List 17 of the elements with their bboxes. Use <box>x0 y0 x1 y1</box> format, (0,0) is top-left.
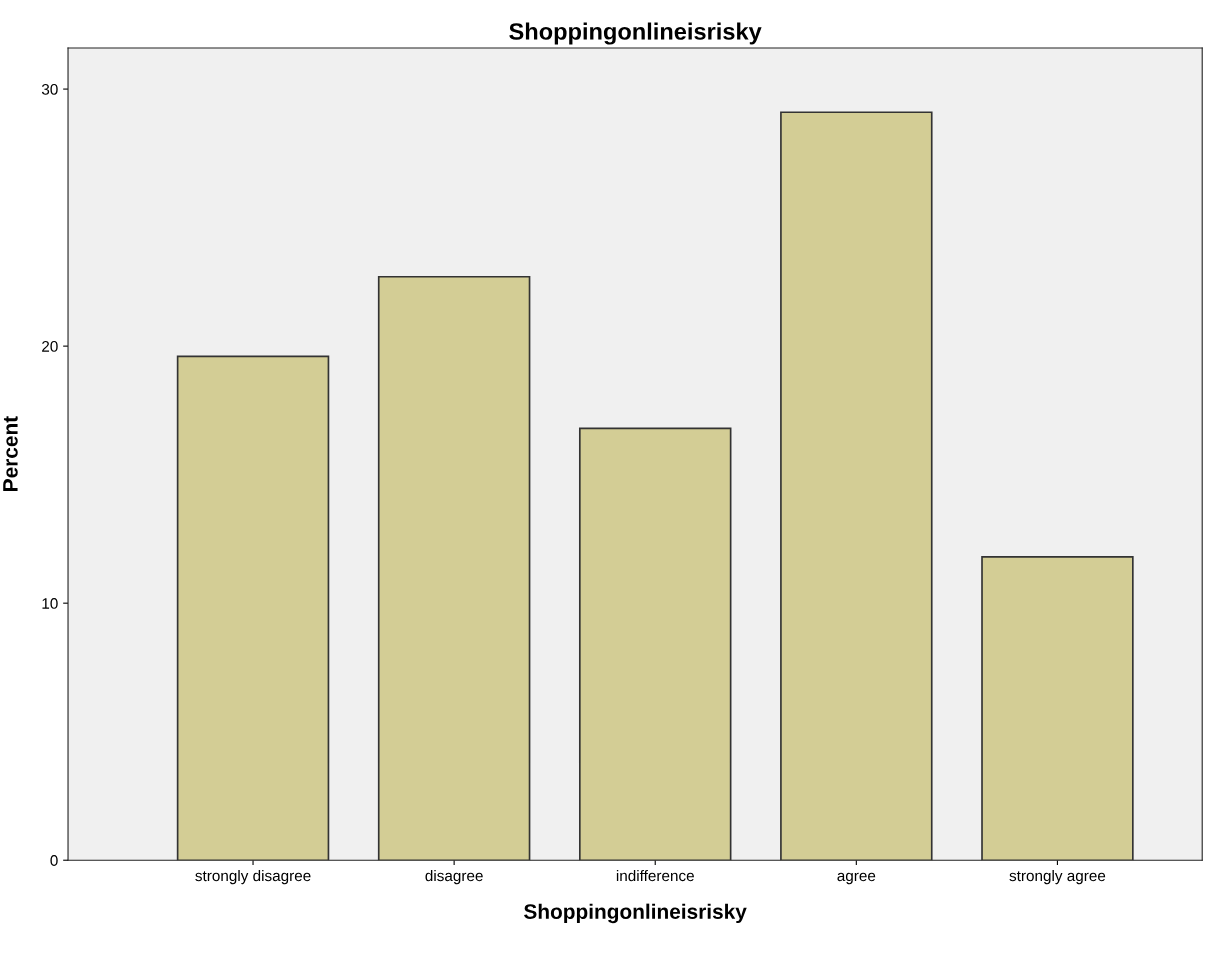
y-tick-label: 20 <box>42 340 58 352</box>
bar <box>981 556 1134 861</box>
chart-title: Shoppingonlineisrisky <box>509 22 762 45</box>
x-tick-label: strongly agree <box>1009 869 1106 885</box>
x-tick-label: indifference <box>616 869 694 882</box>
x-axis-title: Shoppingonlineisrisky <box>524 903 747 924</box>
y-tick-label: 0 <box>50 855 58 866</box>
bar <box>176 355 330 861</box>
y-axis-title: Percent <box>3 416 18 491</box>
y-tick-label: 10 <box>42 598 58 609</box>
x-tick-label: strongly disagree <box>195 869 311 885</box>
x-tick-label: agree <box>837 872 876 885</box>
x-tick-label: disagree <box>425 869 483 885</box>
bar <box>780 111 933 861</box>
bar <box>578 427 732 861</box>
y-tick-label: 30 <box>41 83 58 95</box>
bar <box>377 275 531 861</box>
